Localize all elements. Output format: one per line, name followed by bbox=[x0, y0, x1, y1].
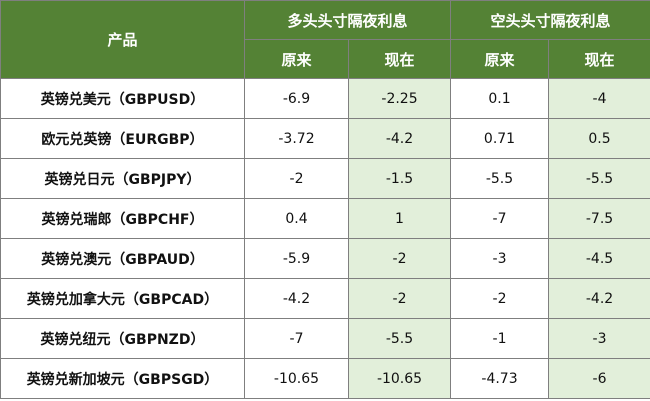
table-row: 英镑兑纽元（GBPNZD） -7 -5.5 -1 -3 bbox=[0, 318, 650, 359]
table-header: 产品 多头头寸隔夜利息 空头头寸隔夜利息 原来 现在 原来 现在 bbox=[0, 0, 650, 79]
table-row: 英镑兑加拿大元（GBPCAD） -4.2 -2 -2 -4.2 bbox=[0, 278, 650, 319]
product-name: 欧元兑英镑（EURGBP） bbox=[0, 118, 245, 159]
long-current-value: -2 bbox=[347, 278, 452, 319]
product-name: 英镑兑新加坡元（GBPSGD） bbox=[0, 358, 245, 399]
long-current-value: -5.5 bbox=[347, 318, 452, 359]
product-column-header: 产品 bbox=[0, 0, 245, 79]
short-original-value: -2 bbox=[450, 278, 550, 319]
long-original-value: 0.4 bbox=[244, 198, 349, 239]
long-original-value: -6.9 bbox=[244, 78, 349, 119]
short-original-value: -7 bbox=[450, 198, 550, 239]
product-name: 英镑兑澳元（GBPAUD） bbox=[0, 238, 245, 279]
short-original-value: -3 bbox=[450, 238, 550, 279]
long-original-value: -7 bbox=[244, 318, 349, 359]
product-name: 英镑兑加拿大元（GBPCAD） bbox=[0, 278, 245, 319]
short-original-value: -1 bbox=[450, 318, 550, 359]
short-current-value: -5.5 bbox=[548, 158, 650, 199]
short-original-value: -5.5 bbox=[450, 158, 550, 199]
long-current-header: 现在 bbox=[347, 39, 452, 79]
short-current-value: -3 bbox=[548, 318, 650, 359]
short-original-value: -4.73 bbox=[450, 358, 550, 399]
short-current-value: -6 bbox=[548, 358, 650, 399]
long-current-value: 1 bbox=[347, 198, 452, 239]
long-current-value: -4.2 bbox=[347, 118, 452, 159]
long-current-value: -2.25 bbox=[347, 78, 452, 119]
table-row: 英镑兑美元（GBPUSD） -6.9 -2.25 0.1 -4 bbox=[0, 78, 650, 119]
short-original-value: 0.1 bbox=[450, 78, 550, 119]
product-name: 英镑兑日元（GBPJPY） bbox=[0, 158, 245, 199]
product-name: 英镑兑瑞郎（GBPCHF） bbox=[0, 198, 245, 239]
short-current-value: 0.5 bbox=[548, 118, 650, 159]
long-position-interest-header: 多头头寸隔夜利息 bbox=[243, 0, 452, 40]
long-original-value: -10.65 bbox=[244, 358, 349, 399]
long-original-value: -2 bbox=[244, 158, 349, 199]
short-original-header: 原来 bbox=[450, 39, 550, 79]
table-row: 英镑兑瑞郎（GBPCHF） 0.4 1 -7 -7.5 bbox=[0, 198, 650, 239]
long-current-value: -2 bbox=[347, 238, 452, 279]
long-original-value: -3.72 bbox=[244, 118, 349, 159]
table-row: 英镑兑澳元（GBPAUD） -5.9 -2 -3 -4.5 bbox=[0, 238, 650, 279]
product-name: 英镑兑纽元（GBPNZD） bbox=[0, 318, 245, 359]
short-current-value: -7.5 bbox=[548, 198, 650, 239]
long-original-value: -4.2 bbox=[244, 278, 349, 319]
long-current-value: -10.65 bbox=[347, 358, 452, 399]
short-original-value: 0.71 bbox=[450, 118, 550, 159]
short-current-header: 现在 bbox=[548, 39, 650, 79]
short-position-interest-header: 空头头寸隔夜利息 bbox=[450, 0, 650, 40]
table-body: 英镑兑美元（GBPUSD） -6.9 -2.25 0.1 -4 欧元兑英镑（EU… bbox=[0, 78, 650, 399]
long-original-value: -5.9 bbox=[244, 238, 349, 279]
table-row: 英镑兑新加坡元（GBPSGD） -10.65 -10.65 -4.73 -6 bbox=[0, 358, 650, 399]
short-current-value: -4.5 bbox=[548, 238, 650, 279]
product-name: 英镑兑美元（GBPUSD） bbox=[0, 78, 245, 119]
long-original-header: 原来 bbox=[244, 39, 349, 79]
long-current-value: -1.5 bbox=[347, 158, 452, 199]
short-current-value: -4 bbox=[548, 78, 650, 119]
table-row: 欧元兑英镑（EURGBP） -3.72 -4.2 0.71 0.5 bbox=[0, 118, 650, 159]
table-row: 英镑兑日元（GBPJPY） -2 -1.5 -5.5 -5.5 bbox=[0, 158, 650, 199]
short-current-value: -4.2 bbox=[548, 278, 650, 319]
